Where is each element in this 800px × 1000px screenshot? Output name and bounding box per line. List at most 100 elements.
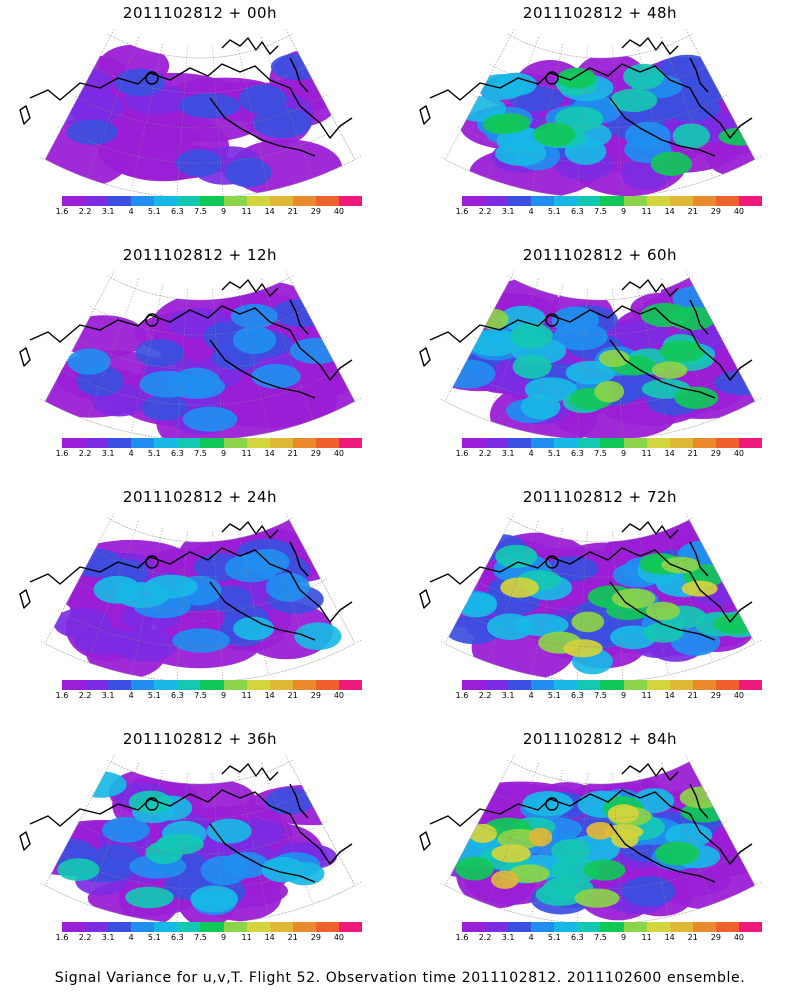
colorbar: 1.6 2.2 3.1 4 5.1 6.3 7.5 9 11 14 21 29 40 <box>456 196 763 218</box>
colorbar-swatch <box>200 438 224 448</box>
colorbar-tick-label: 5.1 <box>147 207 161 216</box>
colorbar-tick-label: 14 <box>664 449 675 458</box>
colorbar-tick-label: 4 <box>528 449 534 458</box>
colorbar-tick-label: 9 <box>620 449 627 458</box>
colorbar-tick-label: 29 <box>710 691 721 700</box>
colorbar-swatch <box>315 922 339 932</box>
map-panel: 2011102812 + 48h 1.6 2.2 3.1 4 5.1 6.3 7.5 9 11 14… <box>400 0 800 242</box>
colorbar-tick-label: 9 <box>620 207 627 216</box>
colorbar-tick-label: 2.2 <box>78 449 92 458</box>
colorbar-swatch <box>692 438 716 448</box>
colorbar-tick-label: 3.1 <box>101 933 115 942</box>
colorbar-swatch <box>338 438 363 448</box>
colorbar-swatch <box>269 922 293 932</box>
colorbar-swatch <box>62 196 86 206</box>
colorbar-swatch <box>577 680 601 690</box>
colorbar-tick-label: 2.2 <box>78 933 92 942</box>
colorbar-swatch <box>715 196 739 206</box>
map-projection <box>19 754 361 922</box>
colorbar-tick-label: 5.1 <box>547 449 561 458</box>
colorbar-swatch <box>246 438 270 448</box>
colorbar-swatch <box>623 438 647 448</box>
colorbar-tick-label: 1.6 <box>455 449 469 458</box>
colorbar-swatch <box>292 196 316 206</box>
colorbar-swatch <box>646 922 670 932</box>
colorbar-tick-label: 29 <box>710 449 721 458</box>
colorbar-swatch <box>269 680 293 690</box>
colorbar-swatch <box>131 196 155 206</box>
colorbar-tick-label: 7.5 <box>194 933 207 942</box>
colorbar-tick-label: 1.6 <box>455 207 469 216</box>
colorbar-tick-label: 9 <box>220 691 227 700</box>
colorbar-swatch <box>531 196 555 206</box>
colorbar-tick-label: 2.2 <box>78 691 92 700</box>
colorbar-tick-label: 5.1 <box>147 691 161 700</box>
colorbar-swatch <box>485 196 509 206</box>
colorbar-tick-label: 3.1 <box>101 691 115 700</box>
colorbar-swatch <box>485 680 509 690</box>
colorbar-tick-label: 2.2 <box>478 933 492 942</box>
colorbar-swatch <box>646 196 670 206</box>
colorbar-swatch <box>692 196 716 206</box>
colorbar-tick-label: 21 <box>287 207 298 216</box>
colorbar-tick-label: 14 <box>264 449 275 458</box>
panel-title: 2011102812 + 24h <box>122 488 278 506</box>
colorbar-swatch <box>669 196 693 206</box>
colorbar-swatch <box>531 438 555 448</box>
colorbar-swatch <box>177 196 201 206</box>
colorbar-swatch <box>692 680 716 690</box>
colorbar-tick-label: 6.3 <box>171 691 184 700</box>
colorbar-swatch <box>577 922 601 932</box>
colorbar-tick-label: 4 <box>128 691 134 700</box>
colorbar-swatch <box>154 196 178 206</box>
colorbar-tick-label: 4 <box>528 207 534 216</box>
colorbar-tick-label: 1.6 <box>55 449 69 458</box>
colorbar-swatch <box>154 438 178 448</box>
colorbar-tick-label: 1.6 <box>55 933 69 942</box>
colorbar-tick-label: 6.3 <box>171 207 184 216</box>
colorbar-tick-label: 6.3 <box>171 449 184 458</box>
coastline <box>19 37 353 157</box>
colorbar-tick-label: 14 <box>264 933 275 942</box>
colorbar-swatch <box>108 680 132 690</box>
colorbar-swatch <box>531 680 555 690</box>
colorbar: 1.6 2.2 3.1 4 5.1 6.3 7.5 9 11 14 21 29 40 <box>56 680 363 702</box>
colorbar-swatch <box>85 438 109 448</box>
colorbar-swatch <box>246 680 270 690</box>
colorbar-tick-label: 3.1 <box>501 691 515 700</box>
colorbar-swatch <box>600 680 624 690</box>
colorbar: 1.6 2.2 3.1 4 5.1 6.3 7.5 9 11 14 21 29 40 <box>56 922 363 944</box>
colorbar-swatch <box>108 196 132 206</box>
map-panel: 2011102812 + 12h 1.6 2.2 3.1 4 5.1 6.3 7.5 9 11 14… <box>0 242 400 484</box>
colorbar-tick-label: 1.6 <box>55 691 69 700</box>
colorbar-tick-label: 40 <box>733 207 745 216</box>
colorbar: 1.6 2.2 3.1 4 5.1 6.3 7.5 9 11 14 21 29 40 <box>456 438 763 460</box>
colorbar-tick-label: 7.5 <box>194 207 207 216</box>
colorbar: 1.6 2.2 3.1 4 5.1 6.3 7.5 9 11 14 21 29 40 <box>56 438 363 460</box>
colorbar-swatch <box>623 680 647 690</box>
colorbar-tick-label: 14 <box>264 691 275 700</box>
colorbar-tick-label: 1.6 <box>455 933 469 942</box>
colorbar-tick-label: 9 <box>220 933 227 942</box>
colorbar-swatch <box>154 922 178 932</box>
colorbar-tick-label: 4 <box>128 449 134 458</box>
colorbar-swatch <box>508 680 532 690</box>
colorbar-swatch <box>715 922 739 932</box>
colorbar-swatch <box>269 196 293 206</box>
colorbar-swatch <box>554 438 578 448</box>
colorbar-tick-label: 21 <box>687 449 698 458</box>
colorbar-tick-label: 3.1 <box>101 449 115 458</box>
colorbar-swatch <box>85 922 109 932</box>
colorbar-tick-label: 40 <box>733 449 745 458</box>
colorbar-swatch <box>669 680 693 690</box>
colorbar-tick-label: 11 <box>641 207 652 216</box>
colorbar-swatch <box>315 438 339 448</box>
colorbar-tick-label: 4 <box>128 933 134 942</box>
panel-title: 2011102812 + 00h <box>122 4 278 22</box>
colorbar-tick-label: 3.1 <box>501 207 515 216</box>
colorbar: 1.6 2.2 3.1 4 5.1 6.3 7.5 9 11 14 21 29 40 <box>456 922 763 944</box>
colorbar-tick-label: 9 <box>620 933 627 942</box>
colorbar-tick-label: 5.1 <box>547 207 561 216</box>
colorbar-tick-label: 11 <box>641 691 652 700</box>
colorbar-tick-label: 29 <box>310 691 321 700</box>
